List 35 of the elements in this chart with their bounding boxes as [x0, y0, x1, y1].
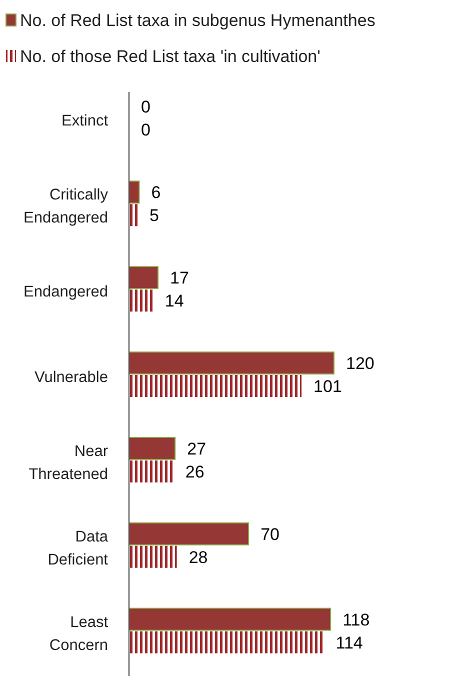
data-label: 28: [188, 548, 208, 567]
data-label: 5: [150, 206, 160, 226]
legend-label: No. of Red List taxa in subgenus Hymenanthes: [20, 11, 376, 30]
legend-label: No. of those Red List taxa 'in cultivation': [20, 47, 320, 66]
data-label: 120: [346, 354, 374, 373]
y-tick-label: Extinct: [61, 112, 109, 130]
y-tick-label: Near Threatened: [28, 442, 108, 483]
bar: [129, 375, 302, 397]
y-tick-label: Critically Endangered: [24, 186, 108, 227]
data-label: 0: [141, 98, 150, 117]
bar: [128, 352, 334, 374]
y-tick-label: Least Concern: [49, 614, 109, 654]
bar: [128, 266, 159, 290]
bar: [129, 204, 138, 226]
data-label: 6: [151, 183, 161, 202]
data-label: 27: [187, 439, 206, 458]
data-label: 17: [170, 268, 189, 288]
bar: [129, 631, 324, 654]
y-tick-label: Vulnerable: [34, 369, 108, 386]
bar: [128, 522, 250, 546]
data-label: 0: [141, 120, 150, 140]
data-label: 14: [164, 292, 184, 311]
y-tick-label: Data Deficient: [48, 528, 109, 568]
data-label: 101: [314, 377, 342, 396]
data-label: 118: [342, 610, 370, 630]
data-label: 114: [336, 633, 363, 652]
y-tick-label: Endangered: [24, 284, 108, 301]
data-label: 70: [260, 524, 280, 544]
bar: [128, 608, 332, 631]
bar: [128, 180, 140, 204]
bar: [129, 460, 174, 482]
bar: [128, 436, 176, 460]
bar: [129, 546, 177, 568]
data-label: 26: [185, 462, 204, 482]
bar: [129, 290, 153, 312]
